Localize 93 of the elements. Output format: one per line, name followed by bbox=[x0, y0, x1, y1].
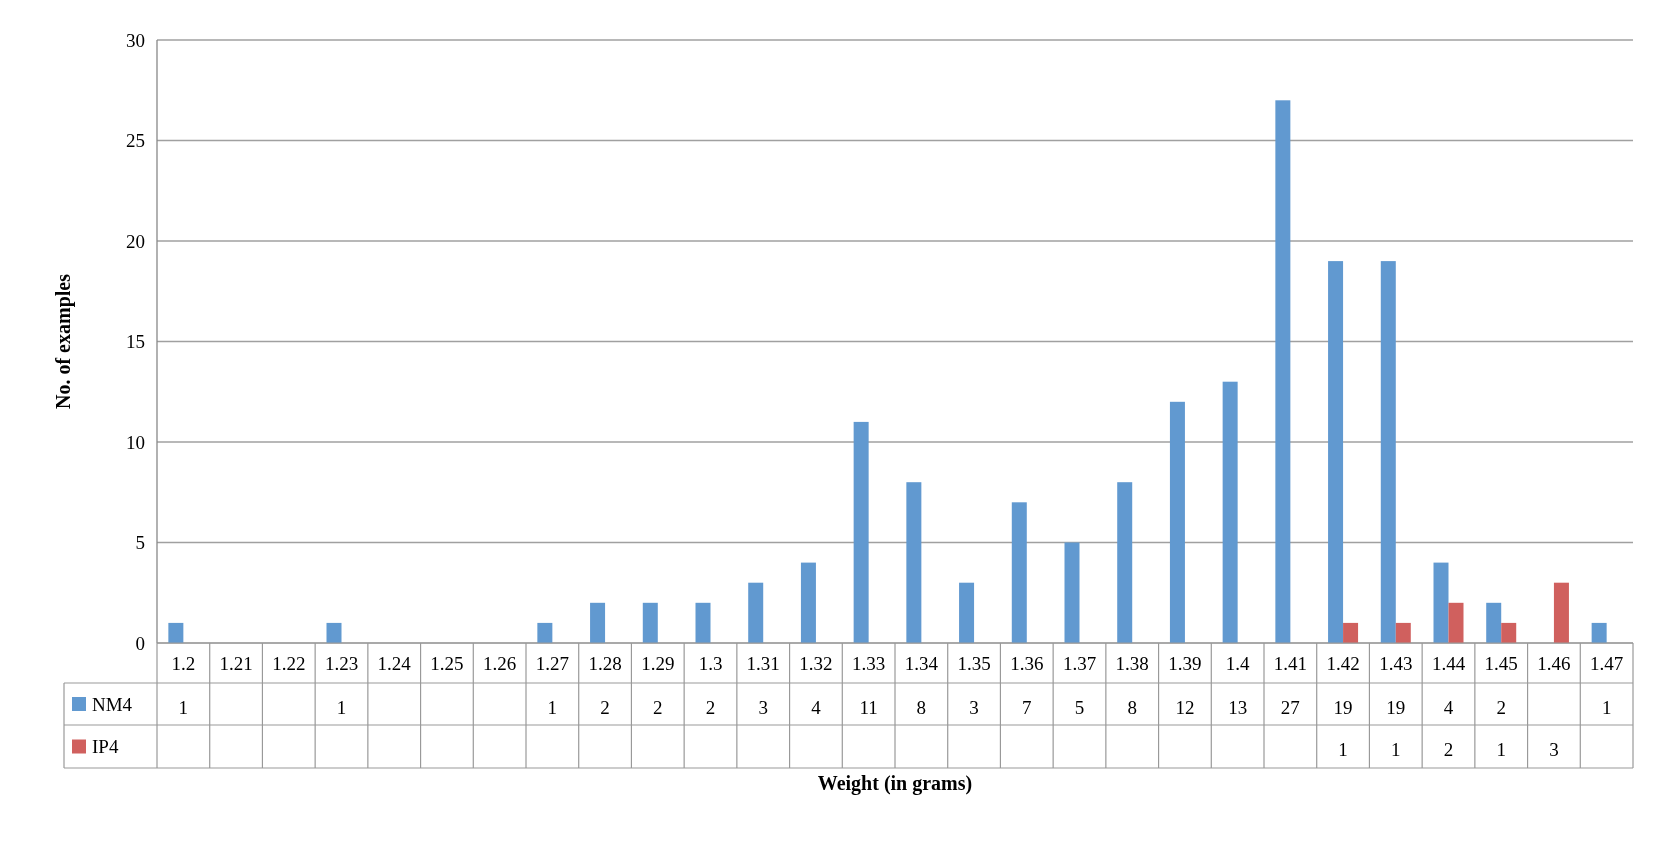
data-label: 2 bbox=[600, 696, 610, 718]
bar bbox=[1486, 602, 1502, 643]
data-label: 2 bbox=[653, 696, 663, 718]
bar bbox=[168, 622, 184, 643]
data-label: 3 bbox=[969, 696, 979, 718]
y-axis-title: No. of examples bbox=[52, 273, 75, 409]
x-tick-label: 1.23 bbox=[324, 652, 359, 674]
bar bbox=[748, 582, 764, 643]
bar bbox=[537, 622, 553, 643]
data-label: 4 bbox=[1443, 696, 1454, 718]
x-tick-label: 1.43 bbox=[1379, 652, 1413, 674]
bar bbox=[326, 622, 342, 643]
x-tick-label: 1.36 bbox=[1010, 652, 1044, 674]
x-tick-label: 1.27 bbox=[535, 652, 569, 674]
bar bbox=[1591, 622, 1607, 643]
y-tick-label: 0 bbox=[135, 632, 145, 654]
bar bbox=[1343, 622, 1359, 643]
bar bbox=[1395, 622, 1411, 643]
data-label: 1 bbox=[1338, 739, 1348, 760]
x-tick-label: 1.26 bbox=[483, 652, 517, 674]
x-tick-label: 1.4 bbox=[1225, 652, 1251, 674]
bar bbox=[1501, 622, 1517, 643]
y-tick-label: 30 bbox=[126, 29, 145, 51]
y-tick-label: 20 bbox=[126, 230, 145, 252]
x-tick-label: 1.34 bbox=[904, 652, 939, 674]
data-label: 4 bbox=[811, 696, 822, 718]
x-tick-label: 1.25 bbox=[430, 652, 464, 674]
x-tick-label: 1.22 bbox=[272, 652, 306, 674]
data-label: 3 bbox=[1549, 739, 1559, 760]
data-label: 1 bbox=[1496, 739, 1506, 760]
bar bbox=[1433, 562, 1449, 643]
x-tick-label: 1.32 bbox=[799, 652, 833, 674]
bar bbox=[590, 602, 606, 643]
bar bbox=[1222, 381, 1238, 643]
bar bbox=[1169, 401, 1185, 643]
bar bbox=[1064, 542, 1080, 643]
data-label: 13 bbox=[1228, 696, 1248, 718]
data-label: 19 bbox=[1386, 696, 1406, 718]
y-tick-label: 15 bbox=[126, 331, 145, 352]
x-tick-label: 1.31 bbox=[746, 652, 780, 674]
data-label: 11 bbox=[859, 696, 878, 718]
x-tick-label: 1.39 bbox=[1168, 652, 1202, 674]
data-label: 8 bbox=[1127, 696, 1137, 718]
bar bbox=[959, 582, 975, 643]
data-label: 12 bbox=[1175, 696, 1195, 718]
bar bbox=[1117, 482, 1133, 643]
data-label: 2 bbox=[1443, 739, 1454, 760]
bar bbox=[695, 602, 711, 643]
bar bbox=[642, 602, 658, 643]
data-label: 7 bbox=[1022, 696, 1032, 718]
data-label: 1 bbox=[1601, 696, 1612, 718]
x-tick-label: 1.37 bbox=[1062, 652, 1097, 674]
y-tick-label: 25 bbox=[126, 130, 145, 151]
x-tick-label: 1.44 bbox=[1431, 652, 1466, 674]
data-label: 1 bbox=[336, 696, 347, 718]
data-label: 8 bbox=[916, 696, 927, 718]
x-tick-label: 1.2 bbox=[171, 652, 196, 674]
bar bbox=[1275, 100, 1291, 643]
x-tick-label: 1.41 bbox=[1273, 652, 1307, 674]
x-tick-label: 1.42 bbox=[1326, 652, 1360, 674]
bar bbox=[1011, 502, 1027, 643]
data-label: 1 bbox=[1391, 739, 1401, 760]
x-tick-label: 1.45 bbox=[1484, 652, 1518, 674]
bar bbox=[1448, 602, 1464, 643]
x-tick-label: 1.46 bbox=[1537, 652, 1571, 674]
data-label: 19 bbox=[1333, 696, 1353, 718]
x-tick-label: 1.24 bbox=[377, 652, 412, 674]
x-tick-label: 1.29 bbox=[641, 652, 675, 674]
data-label: 5 bbox=[1074, 696, 1085, 718]
x-tick-label: 1.28 bbox=[588, 652, 622, 674]
y-tick-label: 5 bbox=[135, 532, 145, 553]
x-tick-label: 1.35 bbox=[957, 652, 991, 674]
data-label: 2 bbox=[705, 696, 716, 718]
x-tick-label: 1.3 bbox=[698, 652, 723, 674]
x-tick-label: 1.21 bbox=[219, 652, 253, 674]
bar bbox=[1553, 582, 1569, 643]
x-tick-label: 1.47 bbox=[1590, 652, 1624, 674]
bar bbox=[1380, 261, 1396, 643]
data-label: 2 bbox=[1496, 696, 1506, 718]
bar bbox=[800, 562, 816, 643]
bar bbox=[1328, 261, 1344, 643]
data-label: 1 bbox=[547, 696, 558, 718]
data-label: 3 bbox=[758, 696, 768, 718]
bar bbox=[853, 421, 869, 643]
y-tick-label: 10 bbox=[126, 431, 145, 453]
data-label: 27 bbox=[1280, 696, 1300, 718]
data-label: 1 bbox=[178, 696, 189, 718]
bar bbox=[906, 482, 922, 643]
x-tick-label: 1.33 bbox=[852, 652, 886, 674]
x-axis-title: Weight (in grams) bbox=[817, 772, 973, 795]
legend-label: NM4 bbox=[92, 693, 133, 715]
x-tick-label: 1.38 bbox=[1115, 652, 1149, 674]
legend-label: IP4 bbox=[92, 736, 119, 757]
